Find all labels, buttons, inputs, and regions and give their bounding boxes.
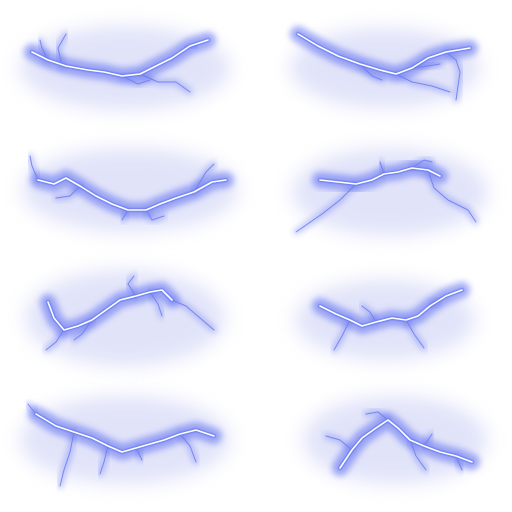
bolt-branch: [39, 39, 49, 61]
bolt-branch: [333, 319, 351, 351]
bolt-branch: [405, 319, 425, 349]
bolt-branch: [325, 435, 353, 451]
bolt-branch: [57, 33, 67, 67]
bolt-branch: [359, 63, 383, 81]
bolt-branch: [379, 161, 385, 175]
bolt-branch: [55, 185, 81, 199]
bolt-core: [31, 39, 209, 77]
bolt-branch: [409, 439, 427, 471]
bolt-branch: [411, 63, 441, 69]
bolt-core: [37, 177, 227, 211]
bolt-branch: [135, 447, 143, 461]
bolt-branch: [27, 403, 37, 415]
bolt-branch: [127, 275, 137, 297]
bolt-branch: [149, 291, 163, 317]
frame-halo: [303, 396, 487, 484]
lightning-frame-7: [20, 396, 230, 489]
bolt-branch: [145, 209, 165, 221]
bolt-core: [319, 167, 441, 185]
bolt-branch: [193, 163, 215, 193]
frame-halo: [22, 148, 238, 232]
bolt-core: [47, 289, 173, 331]
lightning-frame-1: [20, 26, 230, 110]
lightning-frame-5: [25, 270, 225, 366]
bolt-branch: [395, 73, 451, 93]
bolt-core: [297, 33, 471, 75]
lightning-frame-3: [22, 148, 238, 232]
bolt-branch: [365, 411, 389, 421]
bolt-branch: [411, 159, 433, 169]
bolt-branch: [73, 319, 93, 341]
bolt-branch: [361, 305, 377, 323]
frame-halo: [292, 148, 488, 236]
bolt-core: [319, 289, 463, 327]
lightning-frame-4: [292, 148, 488, 236]
bolt-branch: [29, 155, 39, 181]
bolt-branch: [179, 433, 197, 463]
lightning-frame-8: [303, 396, 487, 484]
bolt-core: [339, 419, 473, 469]
lightning-frame-6: [295, 280, 475, 360]
bolt-branch: [423, 433, 433, 447]
lightning-frame-2: [290, 26, 480, 108]
frame-halo: [20, 396, 230, 484]
bolt-branch: [171, 299, 215, 331]
bolt-branch: [121, 75, 151, 85]
bolt-branch: [445, 51, 461, 101]
bolt-branch: [295, 183, 357, 233]
bolt-branch: [427, 169, 477, 223]
bolt-core: [35, 413, 215, 453]
bolt-branch: [59, 431, 75, 487]
bolt-branch: [99, 445, 109, 475]
bolt-branch: [45, 329, 65, 351]
